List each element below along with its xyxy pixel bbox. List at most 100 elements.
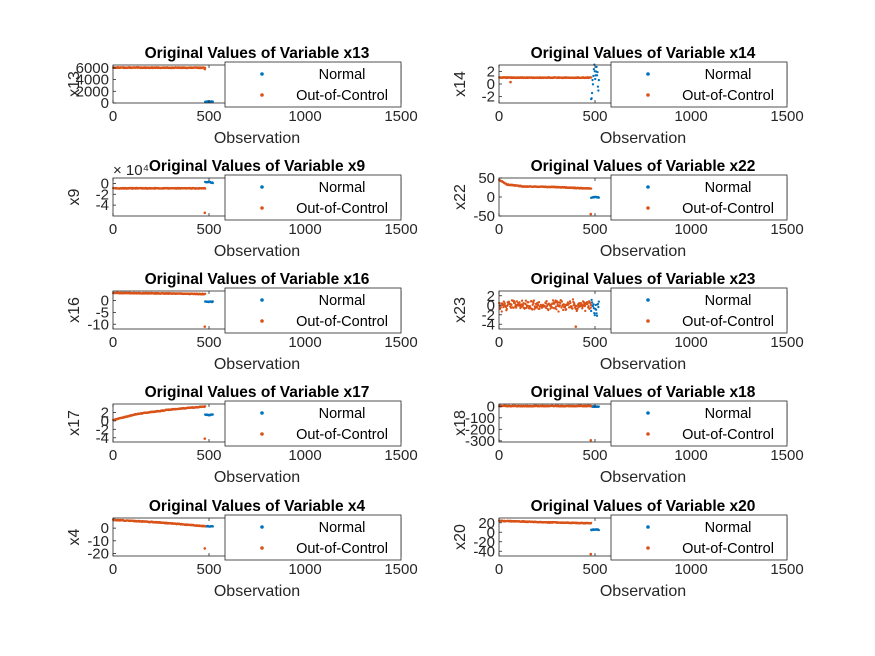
data-point xyxy=(531,308,534,311)
data-point xyxy=(594,303,597,307)
legend-marker xyxy=(646,298,650,302)
legend-marker xyxy=(646,185,650,189)
y-tick-label: 50 xyxy=(478,170,495,187)
data-point xyxy=(578,301,581,305)
x-tick-label: 500 xyxy=(196,447,221,464)
x-tick-label: 500 xyxy=(196,334,221,351)
legend: Normal Out-of-Control xyxy=(610,174,788,221)
x-tick-label: 1500 xyxy=(770,334,803,351)
data-point xyxy=(596,302,600,306)
legend-box xyxy=(224,400,402,447)
y-tick-label: -20 xyxy=(87,545,109,562)
data-point xyxy=(211,100,214,103)
y-tick-label: -40 xyxy=(473,543,495,560)
data-point xyxy=(590,303,593,307)
x-tick-label: 1000 xyxy=(674,334,707,351)
legend-entry: Out-of-Control xyxy=(296,314,388,330)
x-tick-label: 1000 xyxy=(674,108,707,125)
data-point xyxy=(518,301,521,304)
legend-marker xyxy=(646,72,650,76)
y-tick-label: -5 xyxy=(96,304,109,321)
x-tick-label: 1000 xyxy=(288,447,321,464)
y-axis-label: x14 xyxy=(452,71,469,97)
legend-entry: Normal xyxy=(319,180,366,196)
y-tick-label: -50 xyxy=(473,208,495,225)
data-points xyxy=(112,180,214,215)
data-point xyxy=(571,298,575,301)
x-tick-label: 0 xyxy=(109,108,117,125)
data-point xyxy=(565,308,568,311)
data-point xyxy=(524,299,528,302)
data-point xyxy=(591,83,595,86)
y-exponent-label: × 10⁴ xyxy=(113,162,149,179)
legend-marker xyxy=(646,411,650,415)
legend: Normal Out-of-Control xyxy=(610,514,788,561)
data-point xyxy=(597,305,600,309)
x-tick-label: 1500 xyxy=(770,108,803,125)
data-point xyxy=(500,310,503,313)
data-point xyxy=(589,306,592,309)
data-point xyxy=(560,300,564,303)
data-point xyxy=(553,307,556,310)
x-tick-label: 1500 xyxy=(384,447,417,464)
subplot-x4: 0 500 1000 1500 -20-100 Observation x4 Original… xyxy=(66,498,418,600)
legend-entry: Normal xyxy=(705,406,752,422)
legend-entry: Out-of-Control xyxy=(682,88,774,104)
legend-box xyxy=(610,514,788,561)
legend-marker xyxy=(260,525,264,529)
y-axis-label: x16 xyxy=(66,297,83,323)
data-point xyxy=(581,307,584,310)
legend-entry: Out-of-Control xyxy=(296,201,388,217)
x-tick-label: 0 xyxy=(495,447,503,464)
x-tick-label: 1000 xyxy=(674,221,707,238)
chart-title: Original Values of Variable x18 xyxy=(531,384,756,401)
y-tick-label: -2 xyxy=(96,421,109,438)
data-point xyxy=(597,78,600,82)
outlier-point xyxy=(589,438,593,442)
data-point xyxy=(502,300,505,303)
x-axis-label: Observation xyxy=(214,583,300,600)
chart-title: Original Values of Variable x4 xyxy=(149,498,366,515)
y-tick-label: -2 xyxy=(482,89,495,106)
y-axis-label: x22 xyxy=(452,184,469,210)
y-tick-label: 0 xyxy=(487,524,495,541)
data-point xyxy=(597,89,600,92)
y-tick-label: 0 xyxy=(487,189,495,206)
data-point xyxy=(595,312,598,315)
data-point xyxy=(595,314,599,317)
legend-entry: Out-of-Control xyxy=(682,427,774,443)
data-point xyxy=(549,303,553,307)
data-point xyxy=(597,405,600,408)
legend-marker xyxy=(646,432,650,436)
legend-entry: Normal xyxy=(319,406,366,422)
legend: Normal Out-of-Control xyxy=(610,61,788,108)
x-tick-label: 1500 xyxy=(384,221,417,238)
legend-entry: Normal xyxy=(705,520,752,536)
data-points xyxy=(498,404,600,442)
x-tick-label: 0 xyxy=(109,447,117,464)
data-point xyxy=(204,292,207,295)
legend: Normal Out-of-Control xyxy=(224,61,402,108)
data-point xyxy=(522,302,525,305)
data-point xyxy=(562,308,565,312)
legend-marker xyxy=(260,432,264,436)
y-tick-label: -4 xyxy=(96,430,109,447)
data-point xyxy=(593,313,596,317)
legend-marker xyxy=(260,546,264,550)
y-tick-label: -10 xyxy=(87,316,109,333)
outlier-point xyxy=(203,325,207,328)
y-axis-label: x4 xyxy=(66,528,83,545)
y-tick-label: 0 xyxy=(101,520,109,537)
subplot-x17: 0 500 1000 1500-4-202Observationx17Original… xyxy=(66,384,418,486)
x-tick-label: 500 xyxy=(582,221,607,238)
data-points xyxy=(112,405,214,440)
legend-marker xyxy=(260,185,264,189)
x-tick-label: 500 xyxy=(196,561,221,578)
data-point xyxy=(591,304,595,308)
x-tick-label: 1500 xyxy=(384,561,417,578)
x-axis-label: Observation xyxy=(214,356,300,373)
subplot-x22: 0 500 1000 1500-50050Observationx22Original… xyxy=(452,158,804,260)
y-tick-label: 2 xyxy=(487,288,495,305)
legend-marker xyxy=(260,298,264,302)
